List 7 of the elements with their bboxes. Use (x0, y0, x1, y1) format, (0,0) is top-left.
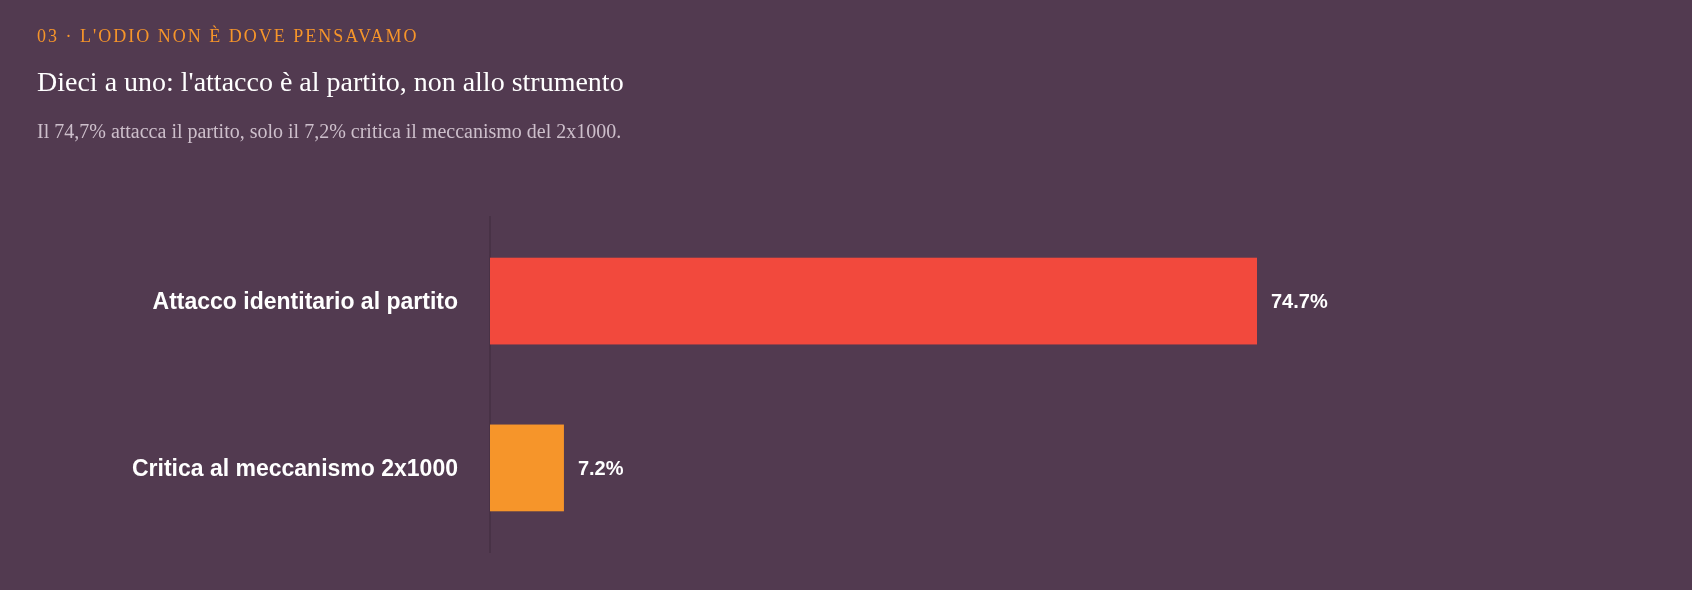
data-label: 7.2% (577, 456, 624, 479)
chart-title: Dieci a uno: l'attacco è al partito, non allo strumento (37, 66, 624, 97)
text: 03 · L'ODIO NON È DOVE PENSAVAMO (37, 25, 419, 46)
text: Il 74,7% attacca il partito, solo il 7,2% critica il meccanismo del 2x1000. (37, 120, 622, 143)
data-label: 74.7% (1271, 290, 1328, 313)
y-tick-label: Critica al meccanismo 2x1000 (131, 454, 458, 481)
y-tick-label: Attacco identitario al partito (152, 288, 458, 315)
